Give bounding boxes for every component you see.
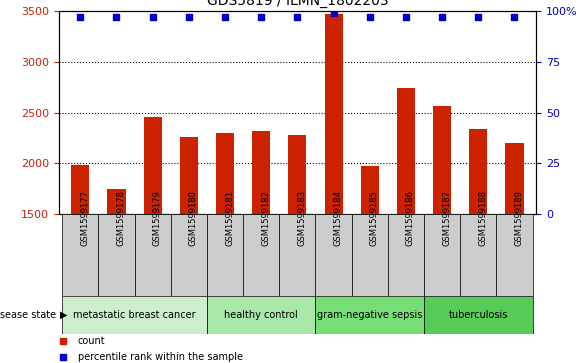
Point <box>365 14 374 20</box>
Bar <box>216 133 234 214</box>
Point <box>473 14 483 20</box>
Bar <box>207 296 315 334</box>
Text: GSM1599187: GSM1599187 <box>442 190 451 246</box>
Point <box>59 338 68 344</box>
Text: GSM1599179: GSM1599179 <box>153 190 162 246</box>
Bar <box>315 214 352 296</box>
Bar <box>135 214 171 296</box>
Bar <box>352 214 388 296</box>
Bar <box>388 214 424 296</box>
Bar <box>62 214 98 296</box>
Bar <box>252 131 270 214</box>
Text: count: count <box>78 336 105 346</box>
Bar <box>207 214 243 296</box>
Bar <box>243 214 280 296</box>
Bar <box>469 129 488 214</box>
Text: percentile rank within the sample: percentile rank within the sample <box>78 352 243 362</box>
Text: GSM1599186: GSM1599186 <box>406 190 415 246</box>
Bar <box>460 214 496 296</box>
Bar <box>107 189 125 214</box>
Text: GSM1599182: GSM1599182 <box>261 190 270 246</box>
Bar <box>433 106 451 214</box>
Bar <box>62 296 207 334</box>
Point <box>112 14 121 20</box>
Text: GSM1599180: GSM1599180 <box>189 190 198 246</box>
Text: GSM1599189: GSM1599189 <box>515 190 523 246</box>
Text: gram-negative sepsis: gram-negative sepsis <box>317 310 423 320</box>
Text: GSM1599188: GSM1599188 <box>478 190 488 246</box>
Point <box>401 14 411 20</box>
Point <box>437 14 447 20</box>
Bar <box>315 296 424 334</box>
Bar <box>361 166 379 214</box>
Bar <box>180 138 198 214</box>
Point <box>510 14 519 20</box>
Bar <box>424 214 460 296</box>
Bar <box>288 135 306 214</box>
Point <box>184 14 193 20</box>
Bar <box>98 214 135 296</box>
Bar <box>325 14 343 214</box>
Point <box>59 354 68 360</box>
Point <box>220 14 230 20</box>
Point <box>329 10 338 16</box>
Point <box>148 14 158 20</box>
Text: ▶: ▶ <box>60 310 67 320</box>
Text: disease state: disease state <box>0 310 56 320</box>
Bar <box>397 87 415 214</box>
Text: GSM1599185: GSM1599185 <box>370 190 379 246</box>
Bar <box>424 296 533 334</box>
Bar <box>144 117 162 214</box>
Point <box>293 14 302 20</box>
Text: GSM1599184: GSM1599184 <box>333 190 343 246</box>
Text: GSM1599177: GSM1599177 <box>80 190 89 246</box>
Point <box>76 14 85 20</box>
Text: healthy control: healthy control <box>224 310 298 320</box>
Text: GSM1599183: GSM1599183 <box>298 190 306 246</box>
Bar <box>171 214 207 296</box>
Point <box>257 14 266 20</box>
Bar <box>496 214 533 296</box>
Bar <box>280 214 315 296</box>
Text: tuberculosis: tuberculosis <box>449 310 508 320</box>
Text: metastatic breast cancer: metastatic breast cancer <box>73 310 196 320</box>
Title: GDS5819 / ILMN_1802203: GDS5819 / ILMN_1802203 <box>207 0 388 8</box>
Text: GSM1599178: GSM1599178 <box>117 190 125 246</box>
Text: GSM1599181: GSM1599181 <box>225 190 234 246</box>
Bar <box>71 165 89 214</box>
Bar <box>506 143 523 214</box>
